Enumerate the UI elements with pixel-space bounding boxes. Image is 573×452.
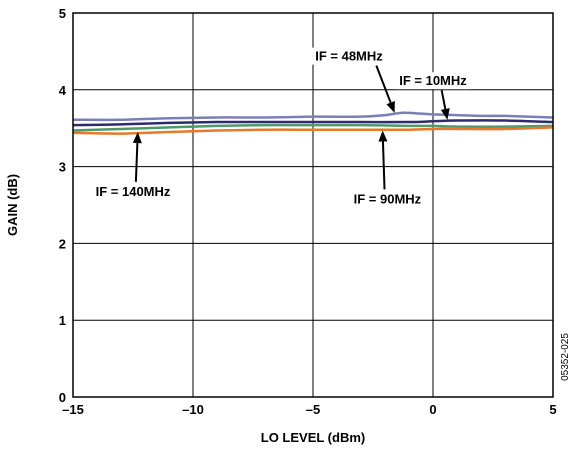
x-axis-label: LO LEVEL (dBm) <box>261 430 365 445</box>
annotation-arrow-head <box>440 108 450 120</box>
y-tick-label: 5 <box>59 6 66 21</box>
y-axis-label: GAIN (dB) <box>5 174 20 236</box>
annotation-label: IF = 10MHz <box>399 73 467 88</box>
annotation-background <box>349 190 426 208</box>
series-line <box>72 126 554 135</box>
series-line <box>72 123 554 132</box>
annotation-background <box>91 182 175 200</box>
annotation-arrow-head <box>378 130 388 142</box>
annotation-arrow-shaft <box>375 65 392 103</box>
grid-lines <box>73 13 553 397</box>
annotation-label: IF = 140MHz <box>96 184 171 199</box>
y-tick-label: 2 <box>59 236 66 251</box>
annotation-label: IF = 90MHz <box>354 191 422 206</box>
annotation-label: IF = 48MHz <box>315 49 383 64</box>
x-tick-label: –10 <box>182 402 204 417</box>
annotations: IF = 48MHz IF = 10MHz IF = 140MHz IF = 90MH… <box>91 47 471 208</box>
x-tick-label: –15 <box>62 402 84 417</box>
y-tick-labels: 0 1 2 3 4 5 <box>59 6 67 405</box>
y-tick-label: 1 <box>59 313 66 328</box>
annotation-arrow-shaft <box>134 142 139 182</box>
x-tick-label: –5 <box>306 402 320 417</box>
y-tick-label: 0 <box>59 390 66 405</box>
annotation-arrow-shaft <box>381 141 386 190</box>
x-tick-label: 5 <box>549 402 556 417</box>
plot-frame <box>72 12 554 398</box>
series-line <box>72 119 554 127</box>
series-lines <box>72 111 554 135</box>
y-tick-label: 4 <box>59 83 67 98</box>
figure-code: 05352-025 <box>560 333 571 381</box>
y-tick-label: 3 <box>59 160 66 175</box>
annotation-arrow-head <box>386 100 395 113</box>
x-tick-label: 0 <box>429 402 436 417</box>
annotation-background <box>311 47 387 65</box>
annotation-arrow-shaft <box>440 90 447 110</box>
annotation-background <box>395 72 471 90</box>
x-tick-labels: –15 –10 –5 0 5 <box>62 402 556 417</box>
series-line <box>72 111 554 122</box>
annotation-arrow-head <box>132 132 142 144</box>
